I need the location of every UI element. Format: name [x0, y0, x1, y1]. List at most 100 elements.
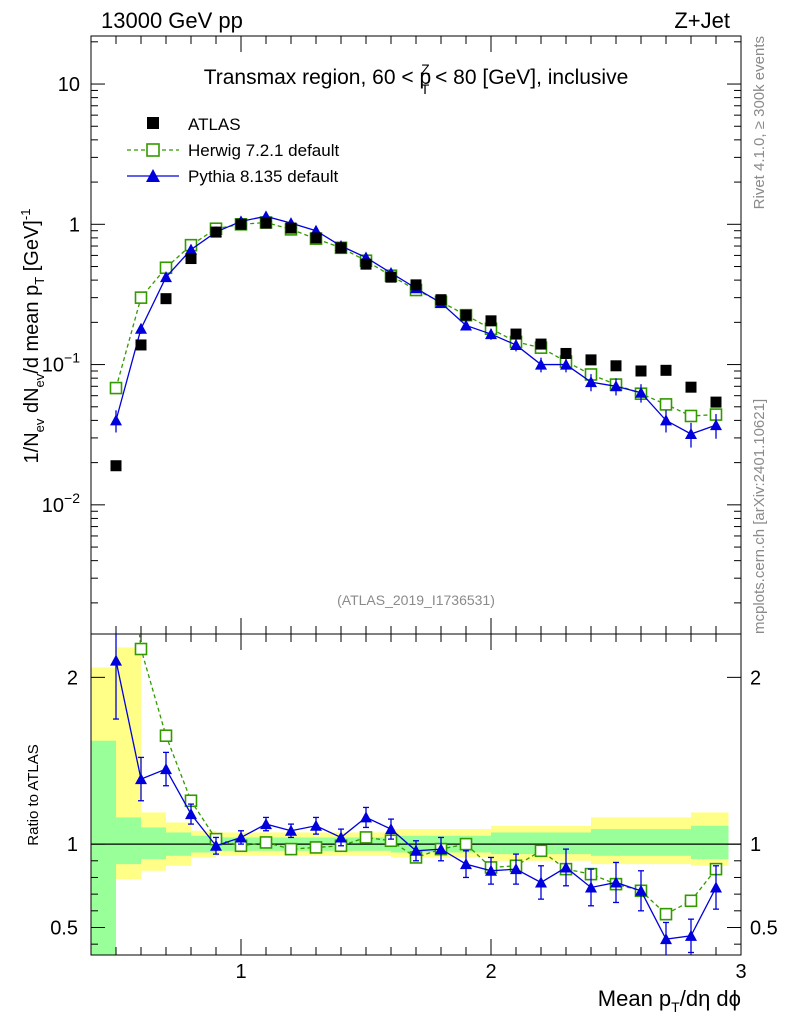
herwig-ratio-point — [359, 831, 373, 844]
atlas-point — [285, 222, 297, 234]
process-label: Z+Jet — [674, 8, 730, 33]
legend-pythia-marker — [146, 169, 160, 182]
plot-title-post: < 80 [GeV], inclusive — [429, 66, 628, 89]
herwig-ratio-point — [259, 836, 273, 849]
plot-title: Transmax region, 60 < pZ T < 80 [GeV], in… — [204, 61, 629, 97]
pythia-ratio-point — [710, 881, 722, 893]
pythia-ratio-point — [310, 819, 322, 831]
uncertainty-band-green — [591, 829, 691, 856]
ratio-panel: 0.5 0.5 1 1 2 2 1 2 3 Ratio to ATLAS Mean pT/dη … — [25, 633, 778, 1015]
pythia-ratio-point — [385, 823, 397, 835]
ratio-y-tick-label: 1 — [67, 834, 78, 856]
ratio-series-group — [110, 634, 723, 955]
pythia-ratio-line — [115, 660, 717, 940]
atlas-point — [185, 253, 197, 265]
herwig-ratio-point — [684, 894, 698, 908]
pythia-point — [110, 414, 122, 426]
atlas-point — [635, 365, 647, 377]
herwig-point — [109, 381, 123, 395]
herwig-ratio-point — [159, 729, 173, 743]
pythia-ratio-point — [510, 863, 522, 875]
herwig-ratio-point — [534, 844, 548, 858]
pythia-ratio-point — [360, 811, 372, 823]
pythia-point — [560, 358, 572, 370]
legend-atlas-marker — [147, 117, 159, 129]
pythia-ratio-point — [460, 858, 472, 870]
pythia-ratio-point — [210, 839, 222, 851]
y-tick-label: 10−1 — [42, 350, 80, 377]
uncertainty-band-green — [141, 827, 166, 860]
pythia-point — [185, 243, 197, 255]
legend-atlas-label: ATLAS — [188, 115, 241, 134]
main-data — [109, 210, 723, 472]
pythia-point — [710, 419, 722, 431]
pythia-ratio-point — [235, 831, 247, 843]
ratio-axes: 0.5 0.5 1 1 2 2 1 2 3 — [50, 634, 778, 983]
herwig-line — [115, 221, 717, 417]
main-panel: 10 1 10−1 10−2 Transmax region, 60 < pZ T < … — [18, 35, 742, 635]
atlas-point — [110, 460, 122, 472]
pythia-ratio-point — [660, 933, 672, 945]
plot-title-sup: Z — [421, 61, 430, 77]
legend-herwig-label: Herwig 7.2.1 default — [188, 141, 339, 160]
main-y-axis: 10 1 10−1 10−2 — [42, 41, 741, 604]
uncertainty-band-green — [691, 825, 729, 860]
atlas-point — [710, 396, 722, 408]
ratio-y-tick-label-right: 1 — [750, 834, 761, 856]
atlas-point — [435, 294, 447, 306]
pythia-ratio-point — [260, 818, 272, 830]
uncertainty-band-green — [91, 740, 116, 955]
main-x-axis — [115, 36, 742, 634]
pythia-point — [535, 358, 547, 370]
pythia-point — [135, 322, 147, 334]
ratio-y-tick-label-right: 0.5 — [750, 917, 778, 939]
pythia-point — [585, 376, 597, 388]
pythia-ratio-point — [160, 763, 172, 775]
atlas-point — [460, 309, 472, 321]
plot-title-pre: Transmax region, 60 < p — [204, 66, 431, 89]
ratio-y-tick-label-right: 2 — [750, 667, 761, 689]
atlas-point — [260, 217, 272, 229]
pythia-point — [485, 328, 497, 340]
pythia-point — [685, 427, 697, 439]
herwig-ratio-point — [134, 642, 148, 656]
x-tick-label: 1 — [235, 961, 246, 983]
pythia-ratio-point — [685, 929, 697, 941]
herwig-ratio-point — [459, 837, 473, 851]
pythia-ratio-point — [485, 864, 497, 876]
pythia-ratio-point — [610, 876, 622, 888]
atlas-point — [210, 226, 222, 238]
atlas-point — [560, 347, 572, 359]
herwig-point — [134, 291, 148, 304]
atlas-point — [510, 328, 522, 340]
ratio-y-tick-label: 0.5 — [50, 917, 78, 939]
ratio-data — [110, 634, 723, 955]
pythia-line — [115, 215, 717, 435]
plot-title-sub: T — [421, 81, 430, 97]
atlas-point — [585, 354, 597, 366]
ratio-bands — [91, 647, 729, 955]
analysis-id: (ATLAS_2019_I1736531) — [337, 592, 495, 608]
legend-pythia-label: Pythia 8.135 default — [188, 167, 339, 186]
pythia-ratio-point — [285, 824, 297, 836]
pythia-ratio-point — [185, 808, 197, 820]
atlas-point — [310, 232, 322, 244]
herwig-ratio-point — [284, 842, 298, 856]
source-label: mcplots.cern.ch [arXiv:2401.10621] — [751, 399, 768, 634]
herwig-point — [659, 398, 673, 411]
pythia-ratio-point — [110, 654, 122, 666]
legend-herwig-marker — [146, 143, 160, 157]
pythia-ratio-point — [585, 881, 597, 893]
atlas-point — [535, 338, 547, 350]
pythia-ratio-point — [560, 861, 572, 873]
atlas-point — [160, 293, 172, 305]
x-axis-label: Mean pT/dη dϕ — [598, 986, 741, 1015]
y-tick-label: 1 — [69, 214, 80, 236]
pythia-point — [660, 414, 672, 426]
atlas-point — [235, 218, 247, 230]
atlas-point — [610, 360, 622, 372]
pythia-point — [160, 271, 172, 283]
uncertainty-band-green — [116, 817, 141, 865]
atlas-point — [360, 258, 372, 270]
